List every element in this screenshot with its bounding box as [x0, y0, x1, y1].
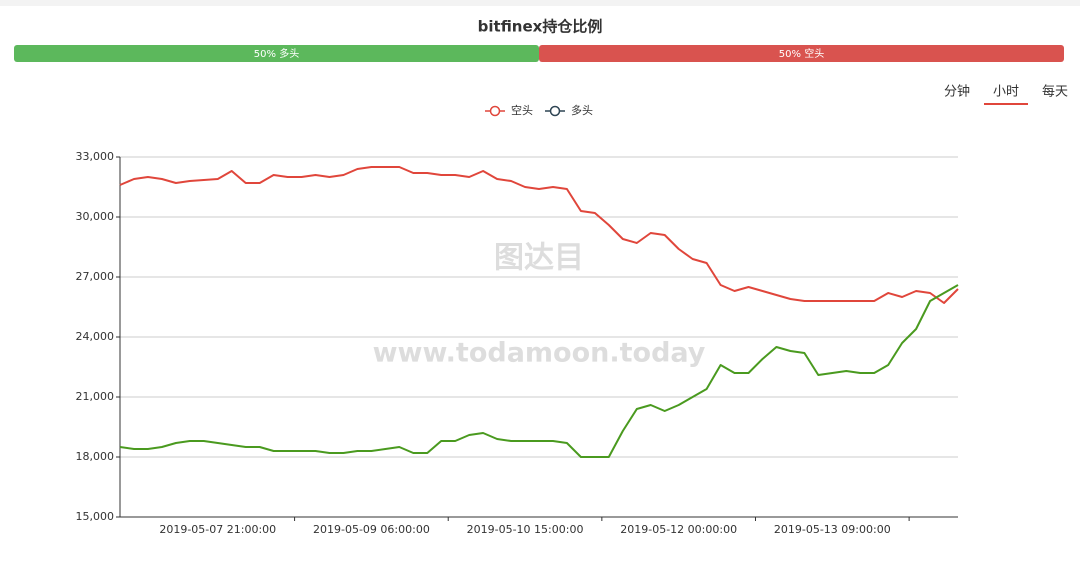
y-tick-label: 33,000	[76, 150, 115, 163]
period-tab[interactable]: 小时	[993, 85, 1019, 100]
watermark: 图达目	[494, 241, 584, 276]
ratio-label: 50% 空头	[779, 47, 824, 60]
x-tick-label: 2019-05-12 00:00:00	[620, 523, 737, 536]
y-tick-label: 24,000	[76, 330, 115, 343]
y-tick-label: 21,000	[76, 390, 115, 403]
chart-title: bitfinex持仓比例	[478, 18, 603, 36]
x-tick-label: 2019-05-10 15:00:00	[467, 523, 584, 536]
y-tick-label: 18,000	[76, 450, 115, 463]
legend-label: 空头	[511, 103, 533, 117]
top-strip	[0, 0, 1080, 6]
period-tab[interactable]: 每天	[1042, 84, 1068, 100]
ratio-segment	[14, 45, 539, 62]
x-tick-label: 2019-05-13 09:00:00	[774, 523, 891, 536]
series-line	[119, 284, 959, 458]
legend-label: 多头	[571, 103, 593, 117]
y-tick-label: 27,000	[76, 270, 115, 283]
x-tick-label: 2019-05-09 06:00:00	[313, 523, 430, 536]
x-tick-label: 2019-05-07 21:00:00	[159, 523, 276, 536]
ratio-segment	[539, 45, 1064, 62]
series-line	[119, 166, 959, 304]
watermark: www.todamoon.today	[373, 338, 706, 369]
legend-marker	[489, 105, 501, 117]
legend-marker	[549, 105, 561, 117]
period-tab[interactable]: 分钟	[944, 84, 970, 100]
y-tick-label: 15,000	[76, 510, 115, 523]
ratio-label: 50% 多头	[254, 47, 299, 60]
y-tick-label: 30,000	[76, 210, 115, 223]
